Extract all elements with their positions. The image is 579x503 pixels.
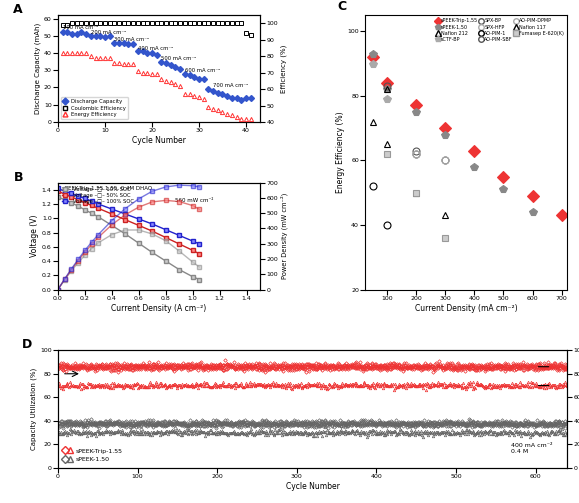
X-axis label: Current Density (mA cm⁻²): Current Density (mA cm⁻²) <box>415 303 518 312</box>
Text: 400 mA cm⁻²: 400 mA cm⁻² <box>138 46 173 51</box>
X-axis label: Cycle Number: Cycle Number <box>132 136 186 145</box>
Text: C: C <box>337 0 346 13</box>
Y-axis label: Discharge Capacity (mAh): Discharge Capacity (mAh) <box>35 23 41 114</box>
Text: 500 mA cm⁻²: 500 mA cm⁻² <box>162 56 197 61</box>
Y-axis label: Capacity Utilization (%): Capacity Utilization (%) <box>31 368 37 450</box>
Text: 100 mA cm⁻²: 100 mA cm⁻² <box>63 25 98 30</box>
Text: 200 mA cm⁻²: 200 mA cm⁻² <box>91 30 126 35</box>
X-axis label: Cycle Number: Cycle Number <box>285 482 340 491</box>
X-axis label: Current Density (A cm⁻²): Current Density (A cm⁻²) <box>111 303 207 312</box>
Y-axis label: Energy Efficiency (%): Energy Efficiency (%) <box>336 112 345 193</box>
Text: 400 mA cm⁻²
0.4 M: 400 mA cm⁻² 0.4 M <box>511 443 553 454</box>
Legend: Discharge Capacity, Coulombic Efficiency, Energy Efficiency: Discharge Capacity, Coulombic Efficiency… <box>61 97 128 119</box>
Text: 700 mA cm⁻²: 700 mA cm⁻² <box>213 83 248 89</box>
Text: D: D <box>22 338 32 351</box>
Y-axis label: Voltage (V): Voltage (V) <box>30 215 39 258</box>
Y-axis label: Efficiency (%): Efficiency (%) <box>281 44 287 93</box>
Text: sPEEK-Trip-1.55 1.55, 0.4M DHAQ: sPEEK-Trip-1.55 1.55, 0.4M DHAQ <box>62 186 152 191</box>
Y-axis label: Power Density (mW cm⁻²): Power Density (mW cm⁻²) <box>281 193 288 279</box>
Legend: sPEEK-Trip-1.55, sPEEK-1.50: sPEEK-Trip-1.55, sPEEK-1.50 <box>61 446 126 465</box>
Text: 300 mA cm⁻²: 300 mA cm⁻² <box>114 37 149 42</box>
Text: A: A <box>13 3 23 16</box>
Legend: sPEEK-Trip-1,55, sPEEK-1,50, Nafion 212, sCTF-BP, SPX-BP, SPX-HFP, AO-PIM-1, AO-: sPEEK-Trip-1,55, sPEEK-1,50, Nafion 212,… <box>435 18 565 43</box>
Text: 600 mA cm⁻²: 600 mA cm⁻² <box>185 68 220 73</box>
Legend: Voltage –□– 10% SOC, Voltage –□– 50% SOC, Voltage –□– 100% SOC: Voltage –□– 10% SOC, Voltage –□– 50% SOC… <box>61 185 135 206</box>
Text: B: B <box>13 171 23 184</box>
Text: 560 mW cm⁻²: 560 mW cm⁻² <box>175 198 214 203</box>
